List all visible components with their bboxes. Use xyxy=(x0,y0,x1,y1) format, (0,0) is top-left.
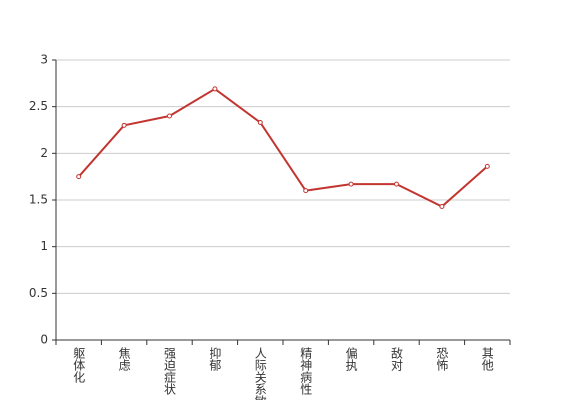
point xyxy=(76,174,82,180)
x-tick-label: 抑郁 xyxy=(208,346,222,372)
point xyxy=(167,113,172,119)
y-tick-label: 0 xyxy=(40,333,48,347)
y-tick-label: 2.5 xyxy=(29,99,48,113)
point xyxy=(257,120,263,126)
x-tick-label: 人际关系敏感 xyxy=(253,347,267,400)
point xyxy=(303,188,309,194)
x-tick-label: 其他 xyxy=(480,347,494,371)
y-tick-label: 2 xyxy=(40,146,48,160)
point xyxy=(212,86,218,92)
point xyxy=(394,181,399,187)
y-tick-label: 1 xyxy=(40,239,48,253)
x-tick-label: 躯体化 xyxy=(72,346,86,384)
x-tick-label: 精神病性 xyxy=(299,347,313,396)
x-tick-label: 偏执 xyxy=(344,346,358,372)
point xyxy=(348,181,354,187)
y-tick-label: 3 xyxy=(40,53,48,67)
point xyxy=(121,122,127,128)
x-tick-label: 强迫症状 xyxy=(163,347,177,395)
x-tick-label: 焦虑 xyxy=(117,347,131,371)
x-tick-label: 敌对 xyxy=(390,346,404,371)
point xyxy=(439,204,445,210)
y-tick-label: 1.5 xyxy=(29,193,48,207)
x-tick-label: 恐怖 xyxy=(435,347,449,371)
line xyxy=(77,87,488,208)
y-tick-label: 0.5 xyxy=(29,286,48,300)
point xyxy=(484,163,490,169)
